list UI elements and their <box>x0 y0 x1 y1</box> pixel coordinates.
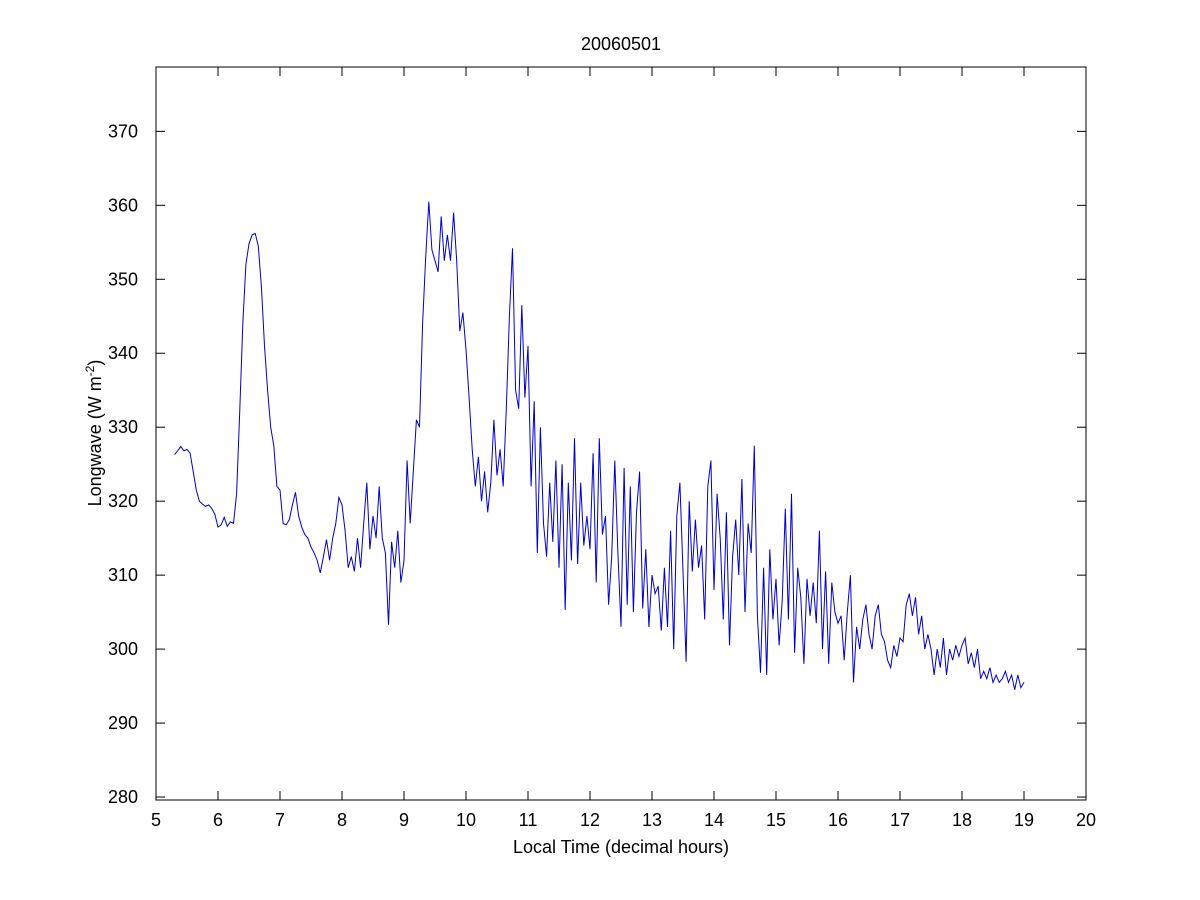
y-tick-label: 320 <box>108 491 138 511</box>
y-tick-label: 340 <box>108 343 138 363</box>
x-tick-label: 8 <box>337 810 347 830</box>
x-tick-label: 9 <box>399 810 409 830</box>
y-tick-label: 280 <box>108 787 138 807</box>
y-tick-label: 330 <box>108 417 138 437</box>
x-tick-label: 18 <box>952 810 972 830</box>
x-tick-label: 13 <box>642 810 662 830</box>
x-tick-label: 12 <box>580 810 600 830</box>
chart-title: 20060501 <box>581 34 661 54</box>
x-tick-label: 7 <box>275 810 285 830</box>
x-tick-label: 19 <box>1014 810 1034 830</box>
y-tick-label: 370 <box>108 121 138 141</box>
x-tick-label: 5 <box>151 810 161 830</box>
y-tick-label: 360 <box>108 195 138 215</box>
x-tick-label: 17 <box>890 810 910 830</box>
x-tick-label: 14 <box>704 810 724 830</box>
x-tick-label: 10 <box>456 810 476 830</box>
plot-frame <box>155 66 1087 801</box>
y-axis-label-sup: -2 <box>83 365 97 376</box>
y-axis-label: Longwave (W m-2) <box>83 360 105 507</box>
data-line <box>174 201 1025 690</box>
x-tick-label: 6 <box>213 810 223 830</box>
x-tick-label: 11 <box>519 810 538 830</box>
y-tick-label: 310 <box>108 565 138 585</box>
y-axis-label-close: ) <box>85 360 105 366</box>
y-tick-label: 300 <box>108 639 138 659</box>
x-axis-label: Local Time (decimal hours) <box>513 837 729 857</box>
y-tick-label: 350 <box>108 269 138 289</box>
x-tick-label: 15 <box>766 810 786 830</box>
y-axis-label-text: Longwave (W m <box>85 376 105 506</box>
y-tick-label: 290 <box>108 713 138 733</box>
x-tick-label: 16 <box>828 810 848 830</box>
x-tick-label: 20 <box>1076 810 1096 830</box>
